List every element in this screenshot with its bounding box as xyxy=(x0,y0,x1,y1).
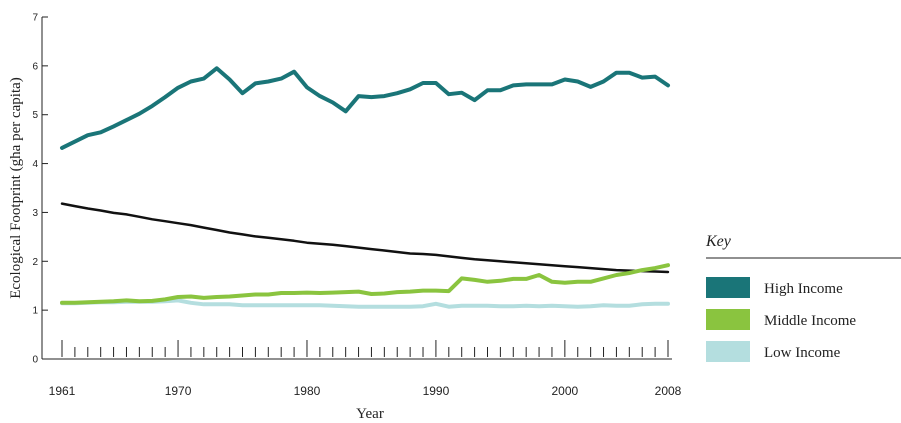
x-tick-label: 1970 xyxy=(165,384,192,398)
x-tick-label: 1990 xyxy=(423,384,450,398)
series-line-middle-income xyxy=(60,263,670,305)
legend-label: Low Income xyxy=(764,345,841,361)
legend-items: High Income Middle Income Low Income xyxy=(706,277,856,362)
legend-swatch xyxy=(706,341,750,362)
y-ticks: 0 1 2 3 4 5 6 7 xyxy=(32,13,48,366)
y-tick-label: 4 xyxy=(32,159,38,170)
x-axis-title: Year xyxy=(356,406,384,422)
y-tick-label: 7 xyxy=(32,13,38,24)
x-ticks: 1961 1970 1980 1990 2000 2008 xyxy=(49,340,682,398)
y-tick-label: 0 xyxy=(32,355,38,366)
y-tick-label: 3 xyxy=(32,208,38,219)
legend: Key High Income Middle Income Low Income xyxy=(705,233,901,362)
x-tick-label: 1961 xyxy=(49,384,76,398)
legend-label: High Income xyxy=(764,281,843,297)
x-tick-label: 1980 xyxy=(294,384,321,398)
series-line-world-biocapacity xyxy=(60,202,670,274)
y-axis-title: Ecological Footprint (gha per capita) xyxy=(8,77,24,299)
series-lines xyxy=(60,66,670,309)
y-tick-label: 6 xyxy=(32,61,38,72)
legend-swatch xyxy=(706,277,750,298)
x-tick-label: 2008 xyxy=(655,384,682,398)
legend-title: Key xyxy=(705,233,732,250)
x-tick-label: 2000 xyxy=(551,384,578,398)
legend-swatch xyxy=(706,309,750,330)
y-tick-label: 5 xyxy=(32,110,38,121)
y-tick-label: 2 xyxy=(32,257,38,268)
y-tick-label: 1 xyxy=(32,306,38,317)
legend-label: Middle Income xyxy=(764,313,856,329)
series-line-high-income xyxy=(60,66,670,150)
